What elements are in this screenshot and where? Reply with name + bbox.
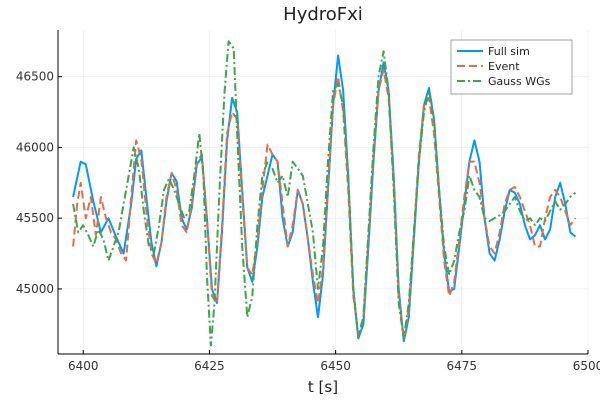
legend-label-2: Event — [488, 60, 520, 73]
x-tick-label: 6450 — [320, 359, 351, 373]
series-line-2 — [72, 68, 577, 340]
y-tick-label: 45000 — [16, 282, 54, 296]
y-tick-label: 45500 — [16, 211, 54, 225]
y-tick-label: 46500 — [16, 70, 54, 84]
legend-label-3: Gauss WGs — [488, 75, 551, 88]
chart-title: HydroFxi — [283, 4, 363, 25]
axes — [57, 30, 589, 355]
y-tick-label: 46000 — [16, 140, 54, 154]
x-tick-label: 6500 — [573, 359, 600, 373]
legend-label-1: Full sim — [488, 45, 530, 58]
x-tick-label: 6475 — [447, 359, 478, 373]
series-line-3 — [72, 40, 577, 347]
series-lines — [72, 40, 577, 347]
x-tick-label: 6400 — [68, 359, 99, 373]
legend: Full sim Event Gauss WGs — [450, 39, 573, 95]
x-tick-label: 6425 — [194, 359, 225, 373]
x-axis-label: t [s] — [308, 378, 338, 396]
tick-labels: 6400 6425 6450 6475 6500 45000 45500 46000 46500 — [16, 70, 600, 373]
